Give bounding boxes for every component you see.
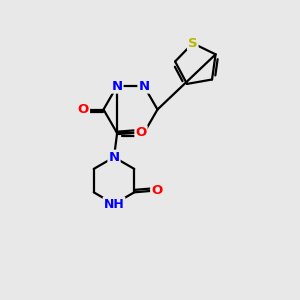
Text: N: N	[111, 80, 123, 93]
Text: O: O	[135, 126, 147, 139]
Text: N: N	[108, 151, 120, 164]
Text: O: O	[78, 103, 89, 116]
Text: O: O	[151, 184, 162, 197]
Text: NH: NH	[103, 197, 124, 211]
Text: S: S	[188, 37, 198, 50]
Text: N: N	[138, 80, 150, 93]
